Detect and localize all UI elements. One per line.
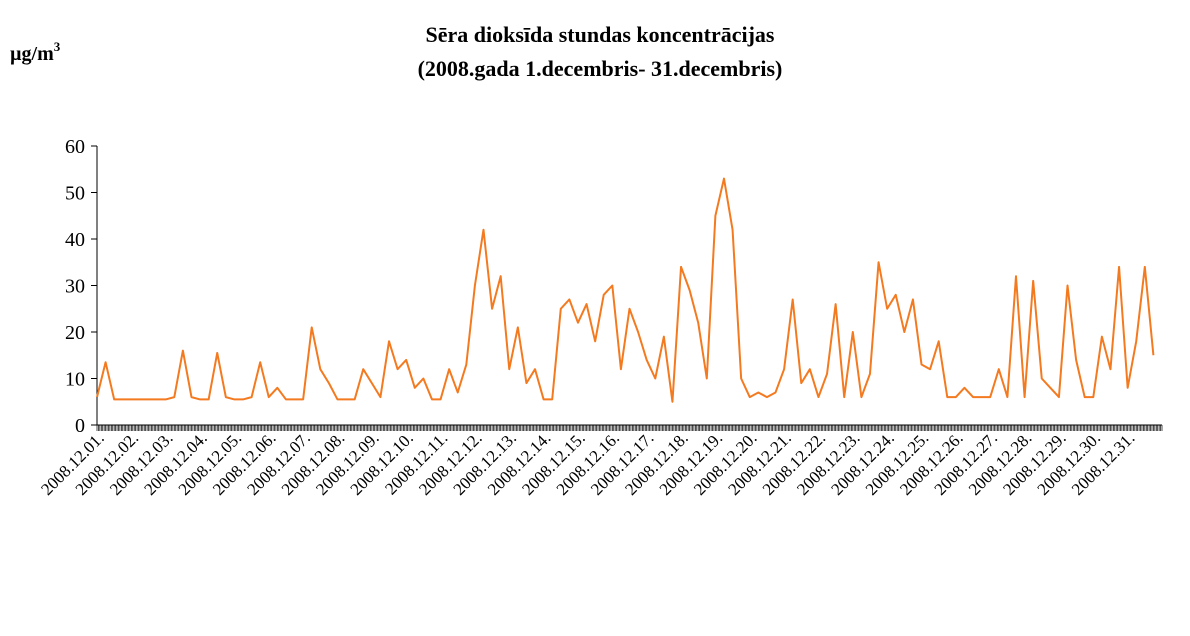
y-axis-label: µg/m3 [10, 39, 61, 65]
data-line [96, 177, 1155, 403]
y-label-text: µg/m [10, 43, 54, 65]
y-tick-label: 0 [75, 415, 85, 437]
y-tick-label: 30 [65, 276, 85, 298]
chart-subtitle: (2008.gada 1.decembris- 31.decembris) [418, 56, 783, 81]
y-label-sup: 3 [54, 39, 61, 54]
chart-title: Sēra dioksīda stundas koncentrācijas [425, 22, 774, 47]
y-tick-label: 40 [65, 229, 85, 251]
y-tick-label: 20 [65, 322, 85, 344]
y-tick-label: 10 [65, 369, 85, 391]
y-tick-label: 50 [65, 183, 85, 205]
y-tick-label: 60 [65, 136, 85, 158]
